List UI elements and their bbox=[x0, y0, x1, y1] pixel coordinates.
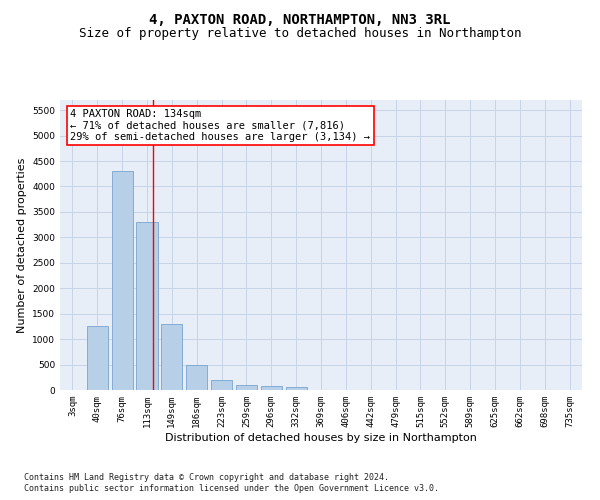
Bar bbox=[211, 380, 232, 390]
Bar bbox=[87, 326, 108, 390]
Bar bbox=[161, 324, 182, 390]
X-axis label: Distribution of detached houses by size in Northampton: Distribution of detached houses by size … bbox=[165, 432, 477, 442]
Bar bbox=[136, 222, 158, 390]
Bar bbox=[112, 171, 133, 390]
Bar bbox=[286, 387, 307, 390]
Text: Contains HM Land Registry data © Crown copyright and database right 2024.: Contains HM Land Registry data © Crown c… bbox=[24, 472, 389, 482]
Text: Contains public sector information licensed under the Open Government Licence v3: Contains public sector information licen… bbox=[24, 484, 439, 493]
Text: 4, PAXTON ROAD, NORTHAMPTON, NN3 3RL: 4, PAXTON ROAD, NORTHAMPTON, NN3 3RL bbox=[149, 12, 451, 26]
Bar bbox=[186, 364, 207, 390]
Text: 4 PAXTON ROAD: 134sqm
← 71% of detached houses are smaller (7,816)
29% of semi-d: 4 PAXTON ROAD: 134sqm ← 71% of detached … bbox=[70, 108, 370, 142]
Text: Size of property relative to detached houses in Northampton: Size of property relative to detached ho… bbox=[79, 28, 521, 40]
Bar bbox=[236, 385, 257, 390]
Bar bbox=[261, 386, 282, 390]
Y-axis label: Number of detached properties: Number of detached properties bbox=[17, 158, 26, 332]
